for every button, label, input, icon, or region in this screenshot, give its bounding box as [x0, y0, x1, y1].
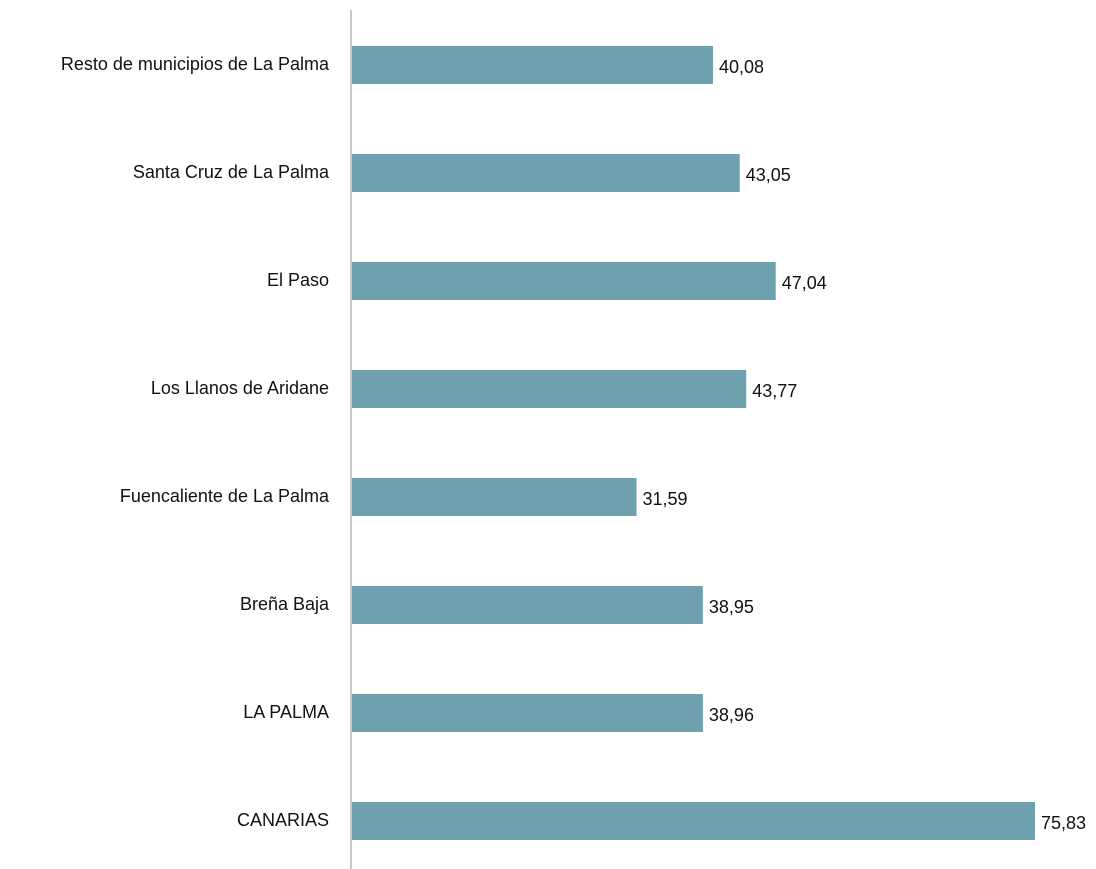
bar	[352, 478, 637, 516]
category-label: Breña Baja	[240, 594, 330, 614]
bar	[352, 370, 747, 408]
category-label: Fuencaliente de La Palma	[120, 486, 330, 506]
value-label: 75,83	[1041, 813, 1086, 833]
value-label: 38,95	[709, 597, 754, 617]
value-label: 43,77	[752, 381, 797, 401]
category-label: Santa Cruz de La Palma	[133, 162, 330, 182]
bar	[352, 154, 740, 192]
category-label: LA PALMA	[243, 702, 329, 722]
category-label: CANARIAS	[237, 810, 329, 830]
bar	[352, 262, 776, 300]
category-label: El Paso	[267, 270, 329, 290]
value-label: 31,59	[643, 489, 688, 509]
bar	[352, 586, 703, 624]
bar	[352, 694, 703, 732]
value-label: 40,08	[719, 57, 764, 77]
value-label: 47,04	[782, 273, 827, 293]
bar	[352, 802, 1036, 840]
value-label: 38,96	[709, 705, 754, 725]
category-label: Los Llanos de Aridane	[151, 378, 329, 398]
category-label: Resto de municipios de La Palma	[61, 54, 330, 74]
value-label: 43,05	[746, 165, 791, 185]
bar	[352, 46, 714, 84]
